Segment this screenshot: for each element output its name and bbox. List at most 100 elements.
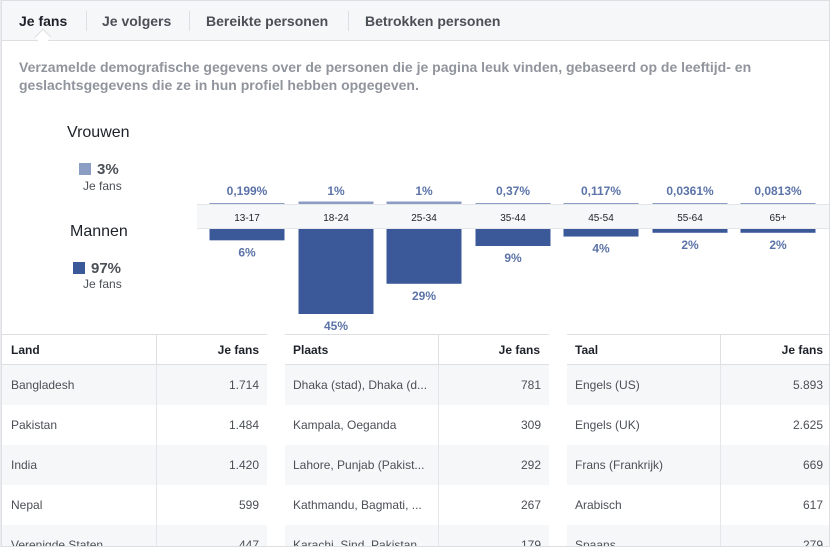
country-table-row: Nepal 599 bbox=[2, 485, 267, 525]
city-name-cell: Dhaka (stad), Dhaka (d... bbox=[293, 378, 428, 392]
city-name-cell: Karachi, Sind, Pakistan bbox=[293, 538, 418, 547]
age-tick-label: 45-54 bbox=[588, 213, 614, 224]
tab-je-fans[interactable]: Je fans bbox=[19, 13, 68, 29]
tab-separator bbox=[348, 11, 349, 31]
women-value-label: 0,0361% bbox=[666, 184, 714, 198]
men-percent: 97% bbox=[91, 260, 122, 277]
city-table: Plaats Je fans Dhaka (stad), Dhaka (d...… bbox=[285, 334, 549, 547]
age-tick-label: 65+ bbox=[770, 213, 787, 224]
language-fans-col-header: Je fans bbox=[781, 343, 823, 357]
men-bar bbox=[740, 229, 816, 233]
men-value-label: 4% bbox=[592, 242, 610, 256]
language-table-header: Taal Je fans bbox=[567, 335, 829, 365]
tab-separator bbox=[86, 11, 87, 31]
language-name-cell: Spaans bbox=[575, 538, 616, 547]
men-bar bbox=[563, 229, 639, 237]
city-fans-cell: 179 bbox=[520, 538, 541, 547]
column-divider bbox=[720, 365, 721, 405]
women-bar bbox=[475, 203, 551, 204]
age-tick-label: 35-44 bbox=[500, 213, 526, 224]
city-table-header: Plaats Je fans bbox=[285, 335, 549, 365]
column-divider bbox=[156, 525, 157, 546]
country-fans-cell: 599 bbox=[238, 498, 259, 512]
language-table: Taal Je fans Engels (US) 5.893 Engels (UK)… bbox=[567, 334, 829, 547]
women-percent-row: 3% bbox=[79, 161, 119, 178]
country-name-cell: Pakistan bbox=[11, 418, 58, 432]
country-table: Land Je fans Bangladesh 1.714 Pakistan 1.48… bbox=[2, 334, 267, 546]
column-divider bbox=[438, 525, 439, 546]
language-name-cell: Engels (UK) bbox=[575, 418, 640, 432]
women-bar bbox=[386, 201, 462, 204]
women-value-label: 0,37% bbox=[496, 184, 530, 198]
men-value-label: 29% bbox=[412, 289, 436, 303]
women-bar bbox=[740, 203, 816, 204]
women-bar bbox=[209, 203, 285, 204]
country-name-cell: Bangladesh bbox=[11, 378, 75, 392]
women-title: Vrouwen bbox=[67, 124, 130, 141]
city-fans-col-header: Je fans bbox=[498, 343, 540, 357]
column-divider bbox=[156, 445, 157, 485]
city-name-cell: Lahore, Punjab (Pakist... bbox=[293, 458, 425, 472]
age-tick-label: 55-64 bbox=[677, 213, 703, 224]
men-value-label: 6% bbox=[238, 245, 256, 259]
country-name-cell: India bbox=[11, 458, 38, 472]
language-fans-cell: 669 bbox=[802, 458, 823, 472]
women-percent: 3% bbox=[97, 161, 119, 178]
city-name-cell: Kathmandu, Bagmati, ... bbox=[293, 498, 422, 512]
tab-betrokken-personen[interactable]: Betrokken personen bbox=[365, 13, 501, 29]
city-table-rows: Dhaka (stad), Dhaka (d... 781 Kampala, Oeg… bbox=[285, 365, 549, 547]
men-bar bbox=[652, 229, 728, 233]
city-fans-cell: 267 bbox=[520, 498, 541, 512]
city-table-row: Kathmandu, Bagmati, ... 267 bbox=[285, 485, 549, 525]
country-fans-cell: 1.714 bbox=[228, 378, 259, 392]
men-sub: Je fans bbox=[83, 277, 122, 291]
column-divider bbox=[720, 485, 721, 525]
city-fans-cell: 781 bbox=[520, 378, 541, 392]
country-table-row: Bangladesh 1.714 bbox=[2, 365, 267, 405]
city-name-cell: Kampala, Oeganda bbox=[293, 418, 397, 432]
men-percent-row: 97% bbox=[73, 260, 121, 277]
women-sub: Je fans bbox=[83, 179, 122, 193]
men-value-label: 2% bbox=[681, 238, 699, 252]
women-value-label: 1% bbox=[415, 184, 433, 198]
women-bar bbox=[652, 203, 728, 204]
women-bar bbox=[563, 203, 639, 204]
tab-separator bbox=[189, 11, 190, 31]
men-bar bbox=[298, 229, 374, 314]
language-col-header: Taal bbox=[575, 343, 599, 357]
city-table-row: Kampala, Oeganda 309 bbox=[285, 405, 549, 445]
women-value-label: 0,0813% bbox=[754, 184, 802, 198]
column-divider bbox=[438, 485, 439, 525]
men-value-label: 2% bbox=[769, 238, 787, 252]
women-color-swatch bbox=[79, 163, 91, 175]
language-name-cell: Frans (Frankrijk) bbox=[575, 458, 664, 472]
city-fans-cell: 309 bbox=[520, 418, 541, 432]
tab-bereikte-personen[interactable]: Bereikte personen bbox=[206, 13, 329, 29]
country-table-rows: Bangladesh 1.714 Pakistan 1.484 India 1.420 Ne… bbox=[2, 365, 267, 546]
men-bar bbox=[475, 229, 551, 246]
age-band bbox=[197, 204, 829, 229]
tab-je-volgers[interactable]: Je volgers bbox=[102, 13, 172, 29]
city-table-row: Lahore, Punjab (Pakist... 292 bbox=[285, 445, 549, 485]
column-divider bbox=[156, 335, 157, 365]
city-fans-cell: 292 bbox=[520, 458, 541, 472]
country-fans-cell: 1.420 bbox=[228, 458, 259, 472]
page-description: Verzamelde demografische gegevens over d… bbox=[19, 59, 752, 93]
age-tick-label: 25-34 bbox=[411, 213, 437, 224]
column-divider bbox=[438, 335, 439, 365]
country-fans-col-header: Je fans bbox=[217, 343, 259, 357]
column-divider bbox=[156, 365, 157, 405]
language-table-row: Arabisch 617 bbox=[567, 485, 829, 525]
table-gap bbox=[267, 334, 285, 546]
age-tick-label: 13-17 bbox=[234, 213, 260, 224]
city-table-row: Dhaka (stad), Dhaka (d... 781 bbox=[285, 365, 549, 405]
language-name-cell: Arabisch bbox=[575, 498, 622, 512]
column-divider bbox=[438, 445, 439, 485]
women-value-label: 0,117% bbox=[581, 184, 621, 198]
column-divider bbox=[720, 405, 721, 445]
column-divider bbox=[720, 335, 721, 365]
language-table-row: Engels (UK) 2.625 bbox=[567, 405, 829, 445]
language-fans-cell: 279 bbox=[802, 538, 823, 547]
column-divider bbox=[720, 445, 721, 485]
